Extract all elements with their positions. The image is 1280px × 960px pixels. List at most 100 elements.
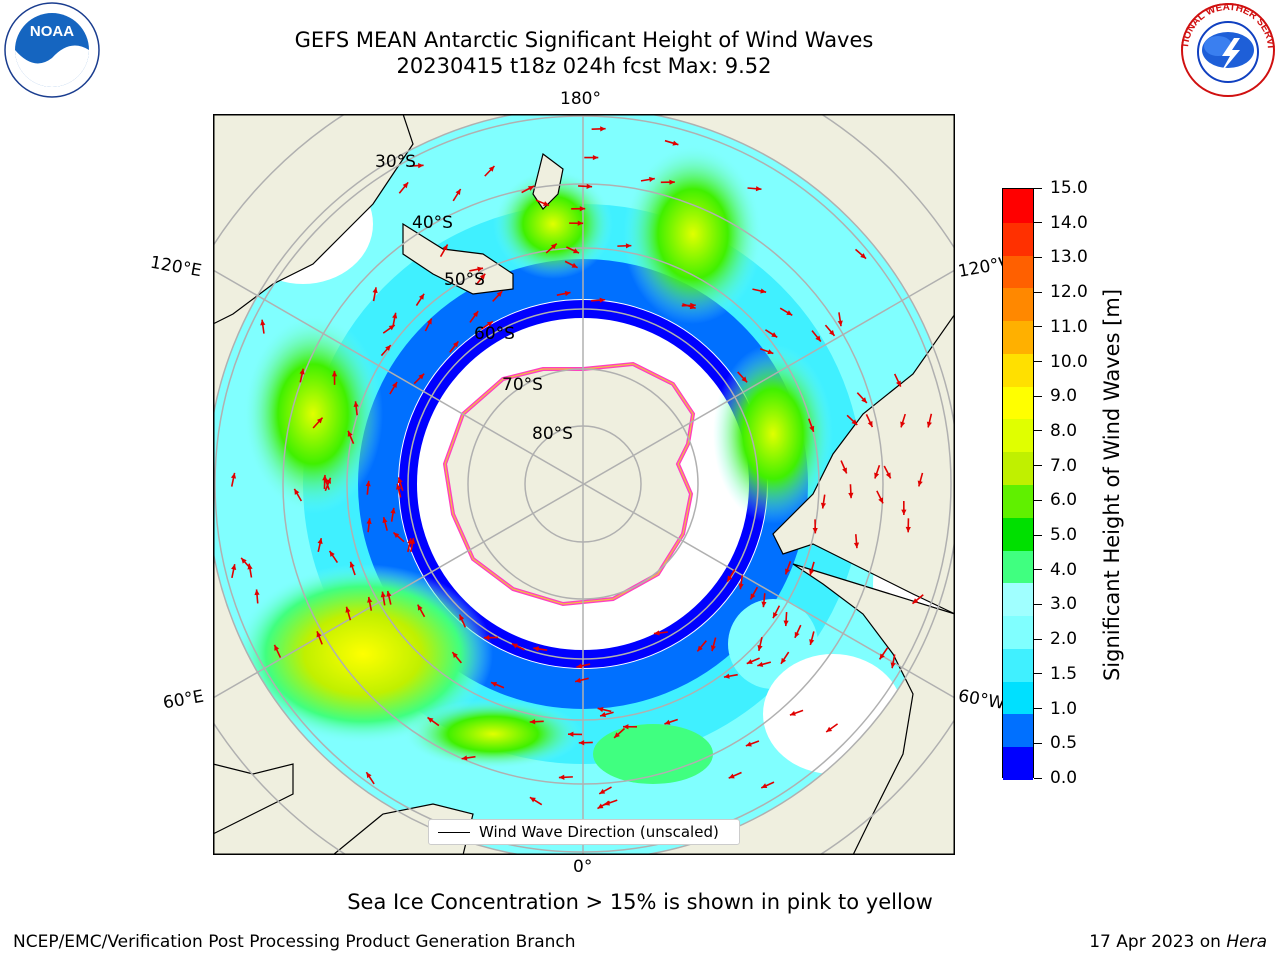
wave-direction-arrow (883, 465, 892, 479)
colorbar-tick-label: 15.0 (1034, 178, 1088, 198)
wave-direction-arrow (789, 709, 804, 716)
wave-direction-arrow (317, 537, 323, 552)
figure-title: GEFS MEAN Antarctic Significant Height o… (294, 28, 874, 52)
wave-direction-arrow (409, 537, 415, 553)
sea-ice-note: Sea Ice Concentration > 15% is shown in … (347, 890, 933, 914)
wave-direction-arrow (853, 534, 860, 549)
wave-direction-arrow (347, 430, 355, 444)
wave-direction-arrow (653, 630, 668, 636)
wave-direction-arrow (746, 657, 760, 665)
wave-direction-arrow (511, 642, 525, 651)
colorbar-segment (1003, 221, 1033, 256)
wave-direction-arrow (749, 586, 759, 600)
colorbar (1002, 188, 1034, 780)
footer-date: 17 Apr 2023 on Hera (1089, 932, 1267, 952)
wave-direction-arrow (293, 488, 303, 502)
wave-direction-arrow (439, 244, 449, 258)
wave-direction-arrow (571, 206, 586, 212)
wave-direction-arrow (623, 724, 638, 730)
wave-direction-arrow (780, 651, 790, 665)
wave-direction-arrow (865, 414, 874, 428)
wave-direction-arrow (480, 320, 494, 330)
footer-host: Hera (1226, 932, 1267, 952)
colorbar-segment (1003, 582, 1033, 617)
wave-direction-arrow (848, 484, 854, 499)
colorbar-segment (1003, 647, 1033, 682)
colorbar-tick-label: 1.0 (1034, 699, 1077, 719)
wave-direction-arrow (809, 631, 815, 646)
colorbar-tick-label: 6.0 (1034, 490, 1077, 510)
wave-direction-arrow (726, 569, 736, 582)
wave-direction-arrow (783, 612, 789, 627)
lon-label-60e: 60°E (161, 686, 206, 714)
wave-direction-arrow (599, 711, 614, 718)
wave-direction-arrow (893, 373, 902, 387)
wave-direction-arrow (591, 126, 606, 132)
wave-direction-arrow (322, 474, 328, 489)
wave-direction-arrow (380, 591, 386, 606)
wind-wave-direction-arrows (230, 126, 933, 810)
wave-direction-arrow (231, 563, 237, 579)
colorbar-label: Significant Height of Wind Waves [m] (1100, 288, 1124, 682)
wave-direction-arrow (409, 162, 424, 169)
wave-direction-arrow (392, 312, 398, 327)
wave-direction-arrow (566, 246, 580, 254)
wave-direction-arrow (230, 472, 237, 487)
noaa-logo-text: NOAA (30, 23, 74, 40)
graticule (213, 114, 955, 855)
wave-direction-arrow (901, 501, 907, 516)
wave-direction-arrow (367, 596, 373, 611)
lat-label-70s: 70°S (502, 375, 543, 395)
wave-direction-arrow (825, 723, 839, 733)
colorbar-tick-label: 11.0 (1034, 317, 1088, 337)
wave-direction-arrow (911, 594, 924, 605)
wave-direction-arrow (535, 199, 550, 207)
wave-direction-arrow (260, 319, 266, 334)
wave-direction-arrow (784, 561, 792, 575)
wave-direction-arrow (664, 718, 678, 725)
lat-label-60s: 60°S (474, 324, 515, 344)
colorbar-segment (1003, 352, 1033, 387)
wave-direction-arrow (820, 494, 827, 509)
wave-direction-arrow (397, 477, 404, 492)
wave-direction-arrow (365, 480, 371, 495)
wave-direction-arrow (417, 604, 426, 618)
wave-direction-arrow (556, 290, 571, 297)
wave-direction-arrow (529, 719, 544, 725)
footer-producer: NCEP/EMC/Verification Post Processing Pr… (13, 932, 576, 952)
colorbar-segment (1003, 385, 1033, 420)
wave-direction-arrow (427, 716, 440, 727)
wave-direction-arrow (349, 561, 356, 576)
lon-label-60w: 60°W (956, 686, 1007, 714)
wave-direction-arrow (328, 550, 339, 564)
wave-direction-arrow (533, 646, 548, 652)
wave-direction-arrow (597, 706, 612, 713)
wave-direction-arrow (900, 413, 906, 428)
wave-direction-arrow (331, 370, 338, 385)
nws-logo-icon: NATIONAL WEATHER SERVICE (1178, 0, 1276, 97)
colorbar-segment (1003, 287, 1033, 322)
wave-direction-arrow (365, 771, 375, 785)
wave-direction-arrow (578, 740, 593, 746)
wave-direction-arrow (856, 392, 868, 404)
wave-direction-arrow (710, 637, 717, 652)
wave-direction-arrow (878, 647, 889, 660)
map-frame (213, 114, 955, 855)
wave-direction-arrow (926, 413, 933, 428)
colorbar-segment (1003, 615, 1033, 649)
footer-date-text: 17 Apr 2023 on (1089, 932, 1227, 952)
wave-direction-arrow (413, 373, 425, 385)
wave-direction-arrow (737, 371, 748, 383)
wave-direction-arrow (569, 220, 584, 226)
wave-direction-arrow (458, 614, 467, 628)
colorbar-tick-label: 9.0 (1034, 386, 1077, 406)
colorbar-segment (1003, 418, 1033, 453)
wave-direction-arrow (757, 661, 772, 667)
wave-direction-arrow (396, 483, 402, 498)
wave-direction-arrow (415, 293, 425, 306)
antarctica-landmass (442, 361, 696, 607)
wave-direction-arrow (591, 297, 606, 303)
wave-direction-arrow (312, 417, 324, 429)
colorbar-segment (1003, 680, 1033, 715)
wave-direction-arrow (765, 329, 778, 338)
